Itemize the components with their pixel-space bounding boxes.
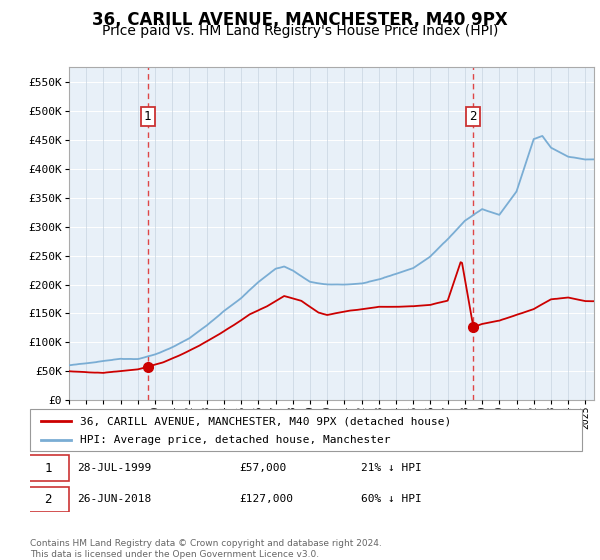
Text: Contains HM Land Registry data © Crown copyright and database right 2024.
This d: Contains HM Land Registry data © Crown c… (30, 539, 382, 559)
Text: 1: 1 (44, 462, 52, 475)
Text: 36, CARILL AVENUE, MANCHESTER, M40 9PX: 36, CARILL AVENUE, MANCHESTER, M40 9PX (92, 11, 508, 29)
Text: 1: 1 (144, 110, 151, 123)
Text: £57,000: £57,000 (240, 463, 287, 473)
Text: 2: 2 (470, 110, 477, 123)
FancyBboxPatch shape (27, 487, 68, 512)
Text: £127,000: £127,000 (240, 494, 294, 505)
Text: 21% ↓ HPI: 21% ↓ HPI (361, 463, 422, 473)
Text: Price paid vs. HM Land Registry's House Price Index (HPI): Price paid vs. HM Land Registry's House … (102, 24, 498, 38)
Text: 2: 2 (44, 493, 52, 506)
Text: 60% ↓ HPI: 60% ↓ HPI (361, 494, 422, 505)
Text: 26-JUN-2018: 26-JUN-2018 (77, 494, 151, 505)
Text: 36, CARILL AVENUE, MANCHESTER, M40 9PX (detached house): 36, CARILL AVENUE, MANCHESTER, M40 9PX (… (80, 417, 451, 426)
FancyBboxPatch shape (27, 455, 68, 481)
Text: HPI: Average price, detached house, Manchester: HPI: Average price, detached house, Manc… (80, 435, 390, 445)
Text: 28-JUL-1999: 28-JUL-1999 (77, 463, 151, 473)
